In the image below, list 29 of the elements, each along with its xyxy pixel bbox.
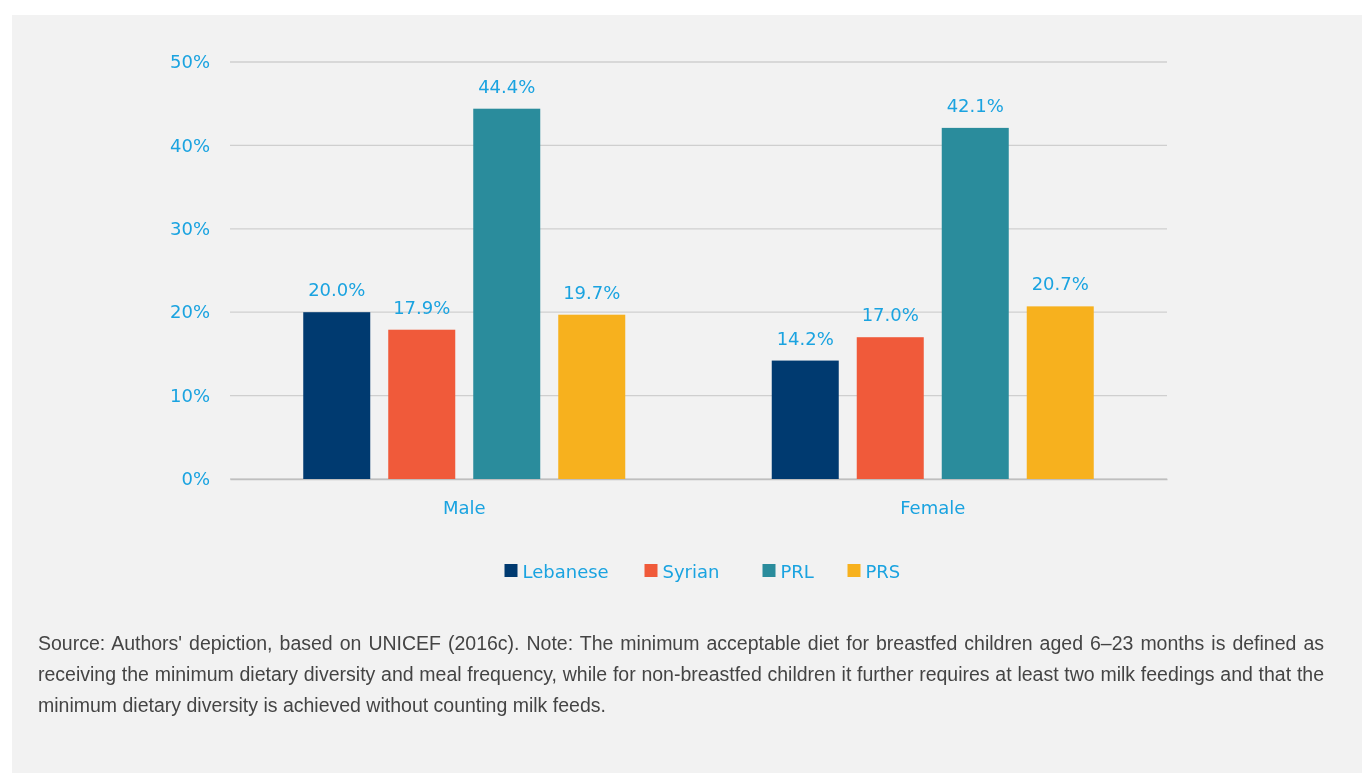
bar: [303, 312, 371, 479]
data-label: 17.0%: [861, 304, 919, 326]
data-label: 19.7%: [563, 281, 621, 303]
data-label: 44.4%: [478, 75, 536, 97]
bar: [771, 360, 839, 479]
y-tick-label: 40%: [169, 134, 210, 156]
data-label: 20.7%: [1031, 273, 1089, 295]
bar: [941, 127, 1009, 479]
bar: [473, 108, 541, 479]
legend-label: Lebanese: [522, 561, 609, 582]
legend-label: PRS: [865, 561, 901, 582]
bar: [558, 314, 626, 479]
bar: [1026, 306, 1094, 479]
y-tick-label: 10%: [169, 384, 210, 406]
y-tick-label: 50%: [169, 51, 210, 73]
y-tick-label: 30%: [169, 218, 210, 240]
data-label: 14.2%: [776, 327, 834, 349]
source-note: Source: Authors' depiction, based on UNICEF (2016c). Note: The minimum acceptable diet for breastfed children aged 6–23 months is defined as receiving the minimum dietary diversity and meal frequency, while for non-breastfed children it further requires at least two milk feedings and that the minimum dietary diversity is achieved without counting milk feeds.: [38, 631, 1324, 718]
bar: [856, 337, 924, 479]
y-tick-label: 20%: [169, 301, 210, 323]
data-label: 42.1%: [946, 94, 1004, 116]
data-label: 20.0%: [308, 279, 366, 301]
bar: [388, 329, 456, 479]
x-tick-label: Female: [900, 496, 966, 518]
data-label: 17.9%: [393, 296, 451, 318]
y-tick-label: 0%: [181, 468, 210, 490]
x-tick-label: Male: [442, 496, 486, 518]
legend-label: PRL: [780, 561, 814, 582]
legend-label: Syrian: [662, 561, 720, 582]
